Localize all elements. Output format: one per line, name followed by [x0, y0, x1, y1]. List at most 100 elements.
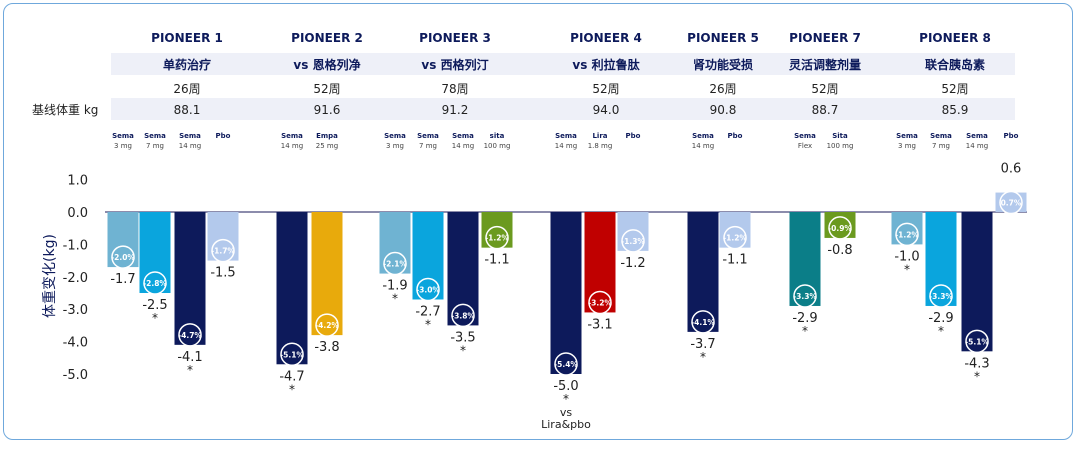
trial-duration: 78周 — [441, 82, 469, 96]
pct-badge — [485, 225, 509, 250]
trial-title: PIONEER 8 — [919, 31, 991, 45]
trial-duration: 52周 — [592, 82, 620, 96]
arm-name: Sema — [281, 132, 303, 140]
arm-label: Lira 1.8 mg — [588, 131, 613, 151]
bar-value-label: -3.8 — [314, 340, 339, 355]
bar-value-label: -1.1 — [484, 253, 509, 268]
significance-star: * — [289, 382, 295, 396]
pct-badge — [143, 271, 167, 295]
baseline-weight: 88.1 — [173, 103, 201, 117]
pct-badge — [211, 238, 235, 263]
chart-frame — [3, 3, 1073, 440]
bar-value-label: -1.9 — [382, 279, 407, 294]
arm-name: Pbo — [1003, 132, 1019, 140]
trial-subtitle: vs 西格列汀 — [421, 58, 489, 72]
arm-dose: Flex — [797, 142, 813, 150]
pct-badge — [111, 245, 135, 269]
arm-dose: 14 mg — [451, 142, 475, 150]
pct-badge-label: -3.0% — [416, 285, 440, 294]
pct-badge — [280, 342, 304, 367]
trial-duration: 52周 — [811, 82, 839, 96]
arm-label: Sita 100 mg — [827, 131, 854, 151]
trial-subtitle: 灵活调整剂量 — [788, 58, 862, 72]
bar-value-label: -2.5 — [142, 298, 167, 313]
significance-star: * — [187, 363, 193, 377]
pct-badge — [315, 313, 339, 337]
arm-name: Sema — [417, 132, 439, 140]
pct-badge-label: -5.4% — [554, 360, 578, 369]
arm-label: Pbo — [216, 131, 231, 151]
arm-label: Sema 14 mg — [692, 131, 714, 151]
baseline-weight: 90.8 — [709, 103, 737, 117]
bar — [961, 212, 993, 352]
bar-value-label: 0.6 — [1001, 162, 1022, 177]
trial-subtitle: vs 恩格列净 — [293, 58, 361, 72]
significance-star: * — [938, 324, 944, 338]
y-tick-label: -3.0 — [63, 303, 88, 318]
baseline-row-label: 基线体重 kg — [32, 103, 99, 117]
arm-name: sita — [489, 132, 505, 140]
y-tick-label: 0.0 — [67, 206, 88, 221]
arm-label: Sema 3 mg — [112, 131, 134, 151]
pct-badge-label: -1.2% — [485, 234, 509, 243]
pct-badge — [895, 222, 919, 247]
bar-value-label: -2.7 — [415, 304, 440, 319]
bar-value-label: -3.7 — [690, 337, 715, 352]
arm-name: Sema — [794, 132, 816, 140]
baseline-band — [111, 98, 1015, 120]
significance-star: * — [460, 343, 466, 357]
pct-badge — [178, 323, 202, 347]
pct-badge — [383, 251, 407, 276]
arm-label: Sema 3 mg — [896, 131, 918, 151]
pct-badge-label: -4.7% — [178, 331, 202, 340]
pct-badge — [588, 290, 612, 315]
y-tick-label: -5.0 — [63, 368, 88, 383]
arm-name: Sema — [384, 132, 406, 140]
trial-title: PIONEER 5 — [687, 31, 759, 45]
pct-badge — [621, 229, 645, 253]
arm-name: Empa — [316, 132, 338, 140]
pct-badge-label: -3.3% — [929, 292, 953, 301]
pct-badge — [929, 284, 953, 308]
arm-label: Pbo — [626, 131, 641, 151]
arm-name: Sema — [555, 132, 577, 140]
pct-badge-label: -3.8% — [451, 311, 475, 320]
pct-badge — [416, 277, 440, 302]
significance-star: * — [802, 324, 808, 338]
arm-label: Sema 14 mg — [452, 131, 474, 151]
pct-badge-label: -4.1% — [691, 318, 715, 327]
bar-value-label: -3.1 — [587, 317, 612, 332]
arm-dose: 7 mg — [419, 142, 437, 150]
pct-badge-label: -2.1% — [383, 260, 407, 269]
arm-dose: 7 mg — [146, 142, 164, 150]
y-tick-label: -2.0 — [63, 271, 88, 286]
arm-label: Pbo — [1004, 131, 1019, 151]
bar-value-label: -1.5 — [210, 266, 235, 281]
y-tick-label: -4.0 — [63, 336, 88, 351]
bar-value-label: -5.0 — [553, 379, 578, 394]
arm-label: Sema 7 mg — [144, 131, 166, 151]
trial-duration: 52周 — [313, 82, 341, 96]
trial-duration: 26周 — [173, 82, 201, 96]
trial-title: PIONEER 4 — [570, 31, 642, 45]
bar-value-label: -1.1 — [722, 253, 747, 268]
bar-value-label: -1.7 — [110, 272, 135, 287]
bar-value-label: -4.7 — [279, 369, 304, 384]
pct-badge-label: -5.1% — [280, 350, 304, 359]
pct-badge-label: -0.9% — [828, 224, 852, 233]
arm-name: Sema — [112, 132, 134, 140]
pct-badge-label: -4.2% — [315, 321, 339, 330]
significance-star: * — [152, 311, 158, 325]
pct-badge-label: 0.7% — [1001, 199, 1022, 208]
comparison-note: Lira&pbo — [541, 418, 591, 431]
arm-label: Sema 14 mg — [966, 131, 988, 151]
pct-badge — [691, 310, 715, 334]
arm-name: Sema — [966, 132, 988, 140]
y-axis-label: 体重变化(kg) — [42, 234, 58, 318]
trial-title: PIONEER 2 — [291, 31, 363, 45]
arm-label: Sema 14 mg — [555, 131, 577, 151]
arm-label: Sema 14 mg — [281, 131, 303, 151]
pct-badge-label: -1.7% — [211, 247, 235, 256]
trial-title: PIONEER 1 — [151, 31, 223, 45]
